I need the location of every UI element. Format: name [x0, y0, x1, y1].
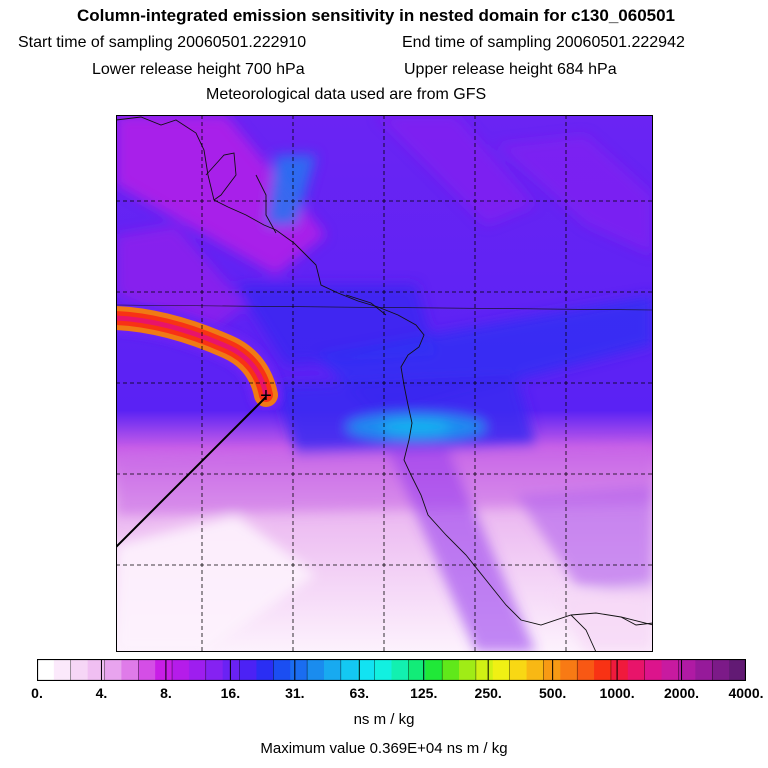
colorbar-tick-label: 0. — [31, 685, 43, 701]
colorbar — [37, 659, 746, 681]
emission-plume — [116, 301, 283, 412]
colorbar-tick-label: 2000. — [664, 685, 700, 701]
colorbar-swatch — [307, 659, 325, 681]
colorbar-swatch — [442, 659, 460, 681]
colorbar-swatch — [475, 659, 494, 681]
colorbar-tick-label: 1000. — [599, 685, 635, 701]
colorbar-swatch — [205, 659, 224, 681]
lower-release-label: Lower release height 700 hPa — [92, 61, 305, 78]
colorbar-swatch — [644, 659, 663, 681]
colorbar-swatch — [374, 659, 393, 681]
colorbar-swatch — [239, 659, 258, 681]
colorbar-tick-label: 250. — [474, 685, 502, 701]
colorbar-swatch — [408, 659, 426, 681]
colorbar-swatch — [678, 659, 696, 681]
colorbar-tick-label: 31. — [285, 685, 305, 701]
colorbar-tick-label: 16. — [220, 685, 241, 701]
colorbar-swatch — [53, 659, 72, 681]
sensitivity-map: + — [116, 115, 653, 652]
colorbar-swatch — [188, 659, 207, 681]
colorbar-swatch — [391, 659, 409, 681]
colorbar-units: ns m / kg — [353, 711, 415, 728]
colorbar-swatch — [37, 659, 55, 681]
colorbar-swatch — [425, 659, 443, 681]
colorbar-swatch — [290, 659, 308, 681]
colorbar-swatch — [627, 659, 646, 681]
met-data-label: Meteorological data used are from GFS — [206, 86, 487, 103]
colorbar-tick-label: 8. — [160, 685, 172, 701]
start-time-label: Start time of sampling 20060501.222910 — [18, 34, 307, 51]
colorbar-tick-label: 125. — [410, 685, 438, 701]
colorbar-swatch — [256, 659, 274, 681]
colorbar-swatch — [172, 659, 190, 681]
colorbar-swatch — [70, 659, 89, 681]
colorbar-tick-label: 500. — [539, 685, 567, 701]
colorbar-swatch — [577, 659, 595, 681]
flight-track — [116, 396, 267, 548]
maximum-value-label: Maximum value 0.369E+04 ns m / kg — [260, 740, 508, 757]
colorbar-swatch — [729, 659, 746, 681]
colorbar-swatch — [661, 659, 680, 681]
colorbar-tick-label: 4. — [95, 685, 108, 701]
upper-release-label: Upper release height 684 hPa — [404, 61, 617, 78]
end-time-label: End time of sampling 20060501.222942 — [402, 34, 685, 51]
colorbar-tick-label: 63. — [349, 685, 369, 701]
field-structures — [116, 115, 653, 652]
colorbar-swatch — [121, 659, 139, 681]
coastlines — [116, 116, 653, 652]
colorbar-swatch — [138, 659, 156, 681]
colorbar-swatch — [222, 659, 241, 681]
colorbar-swatch — [594, 659, 612, 681]
colorbar-swatch — [526, 659, 545, 681]
colorbar-swatch — [155, 659, 173, 681]
colorbar-swatch — [492, 659, 511, 681]
colorbar-swatch — [323, 659, 342, 681]
colorbar-swatch — [560, 659, 578, 681]
colorbar-swatch — [509, 659, 528, 681]
colorbar-swatch — [357, 659, 376, 681]
colorbar-swatch — [610, 659, 629, 681]
colorbar-swatch — [273, 659, 291, 681]
colorbar-swatch — [87, 659, 106, 681]
colorbar-swatch — [695, 659, 713, 681]
lat-lon-grid — [116, 115, 653, 652]
colorbar-tick-label: 4000. — [728, 685, 764, 701]
colorbar-swatch — [712, 659, 730, 681]
map-frame — [116, 115, 653, 652]
colorbar-swatch — [340, 659, 359, 681]
colorbar-swatch — [459, 659, 477, 681]
release-point-marker: + — [260, 385, 272, 407]
colorbar-swatch — [104, 659, 122, 681]
plot-title: Column-integrated emission sensitivity i… — [76, 6, 676, 25]
